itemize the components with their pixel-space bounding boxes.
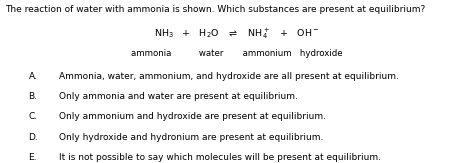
Text: E.: E. [28,153,37,162]
Text: Ammonia, water, ammonium, and hydroxide are all present at equilibrium.: Ammonia, water, ammonium, and hydroxide … [59,72,399,81]
Text: It is not possible to say which molecules will be present at equilibrium.: It is not possible to say which molecule… [59,153,381,162]
Text: ammonia          water       ammonium   hydroxide: ammonia water ammonium hydroxide [131,49,343,58]
Text: Only ammonium and hydroxide are present at equilibrium.: Only ammonium and hydroxide are present … [59,112,326,121]
Text: The reaction of water with ammonia is shown. Which substances are present at equ: The reaction of water with ammonia is sh… [5,5,425,14]
Text: C.: C. [28,112,37,121]
Text: A.: A. [28,72,37,81]
Text: B.: B. [28,92,37,101]
Text: Only ammonia and water are present at equilibrium.: Only ammonia and water are present at eq… [59,92,298,101]
Text: $\mathrm{NH_3}$   +   $\mathrm{H_2O}$   $\rightleftharpoons$   $\mathrm{NH_4^+}$: $\mathrm{NH_3}$ + $\mathrm{H_2O}$ $\righ… [154,26,320,41]
Text: D.: D. [28,133,38,142]
Text: Only hydroxide and hydronium are present at equilibrium.: Only hydroxide and hydronium are present… [59,133,324,142]
